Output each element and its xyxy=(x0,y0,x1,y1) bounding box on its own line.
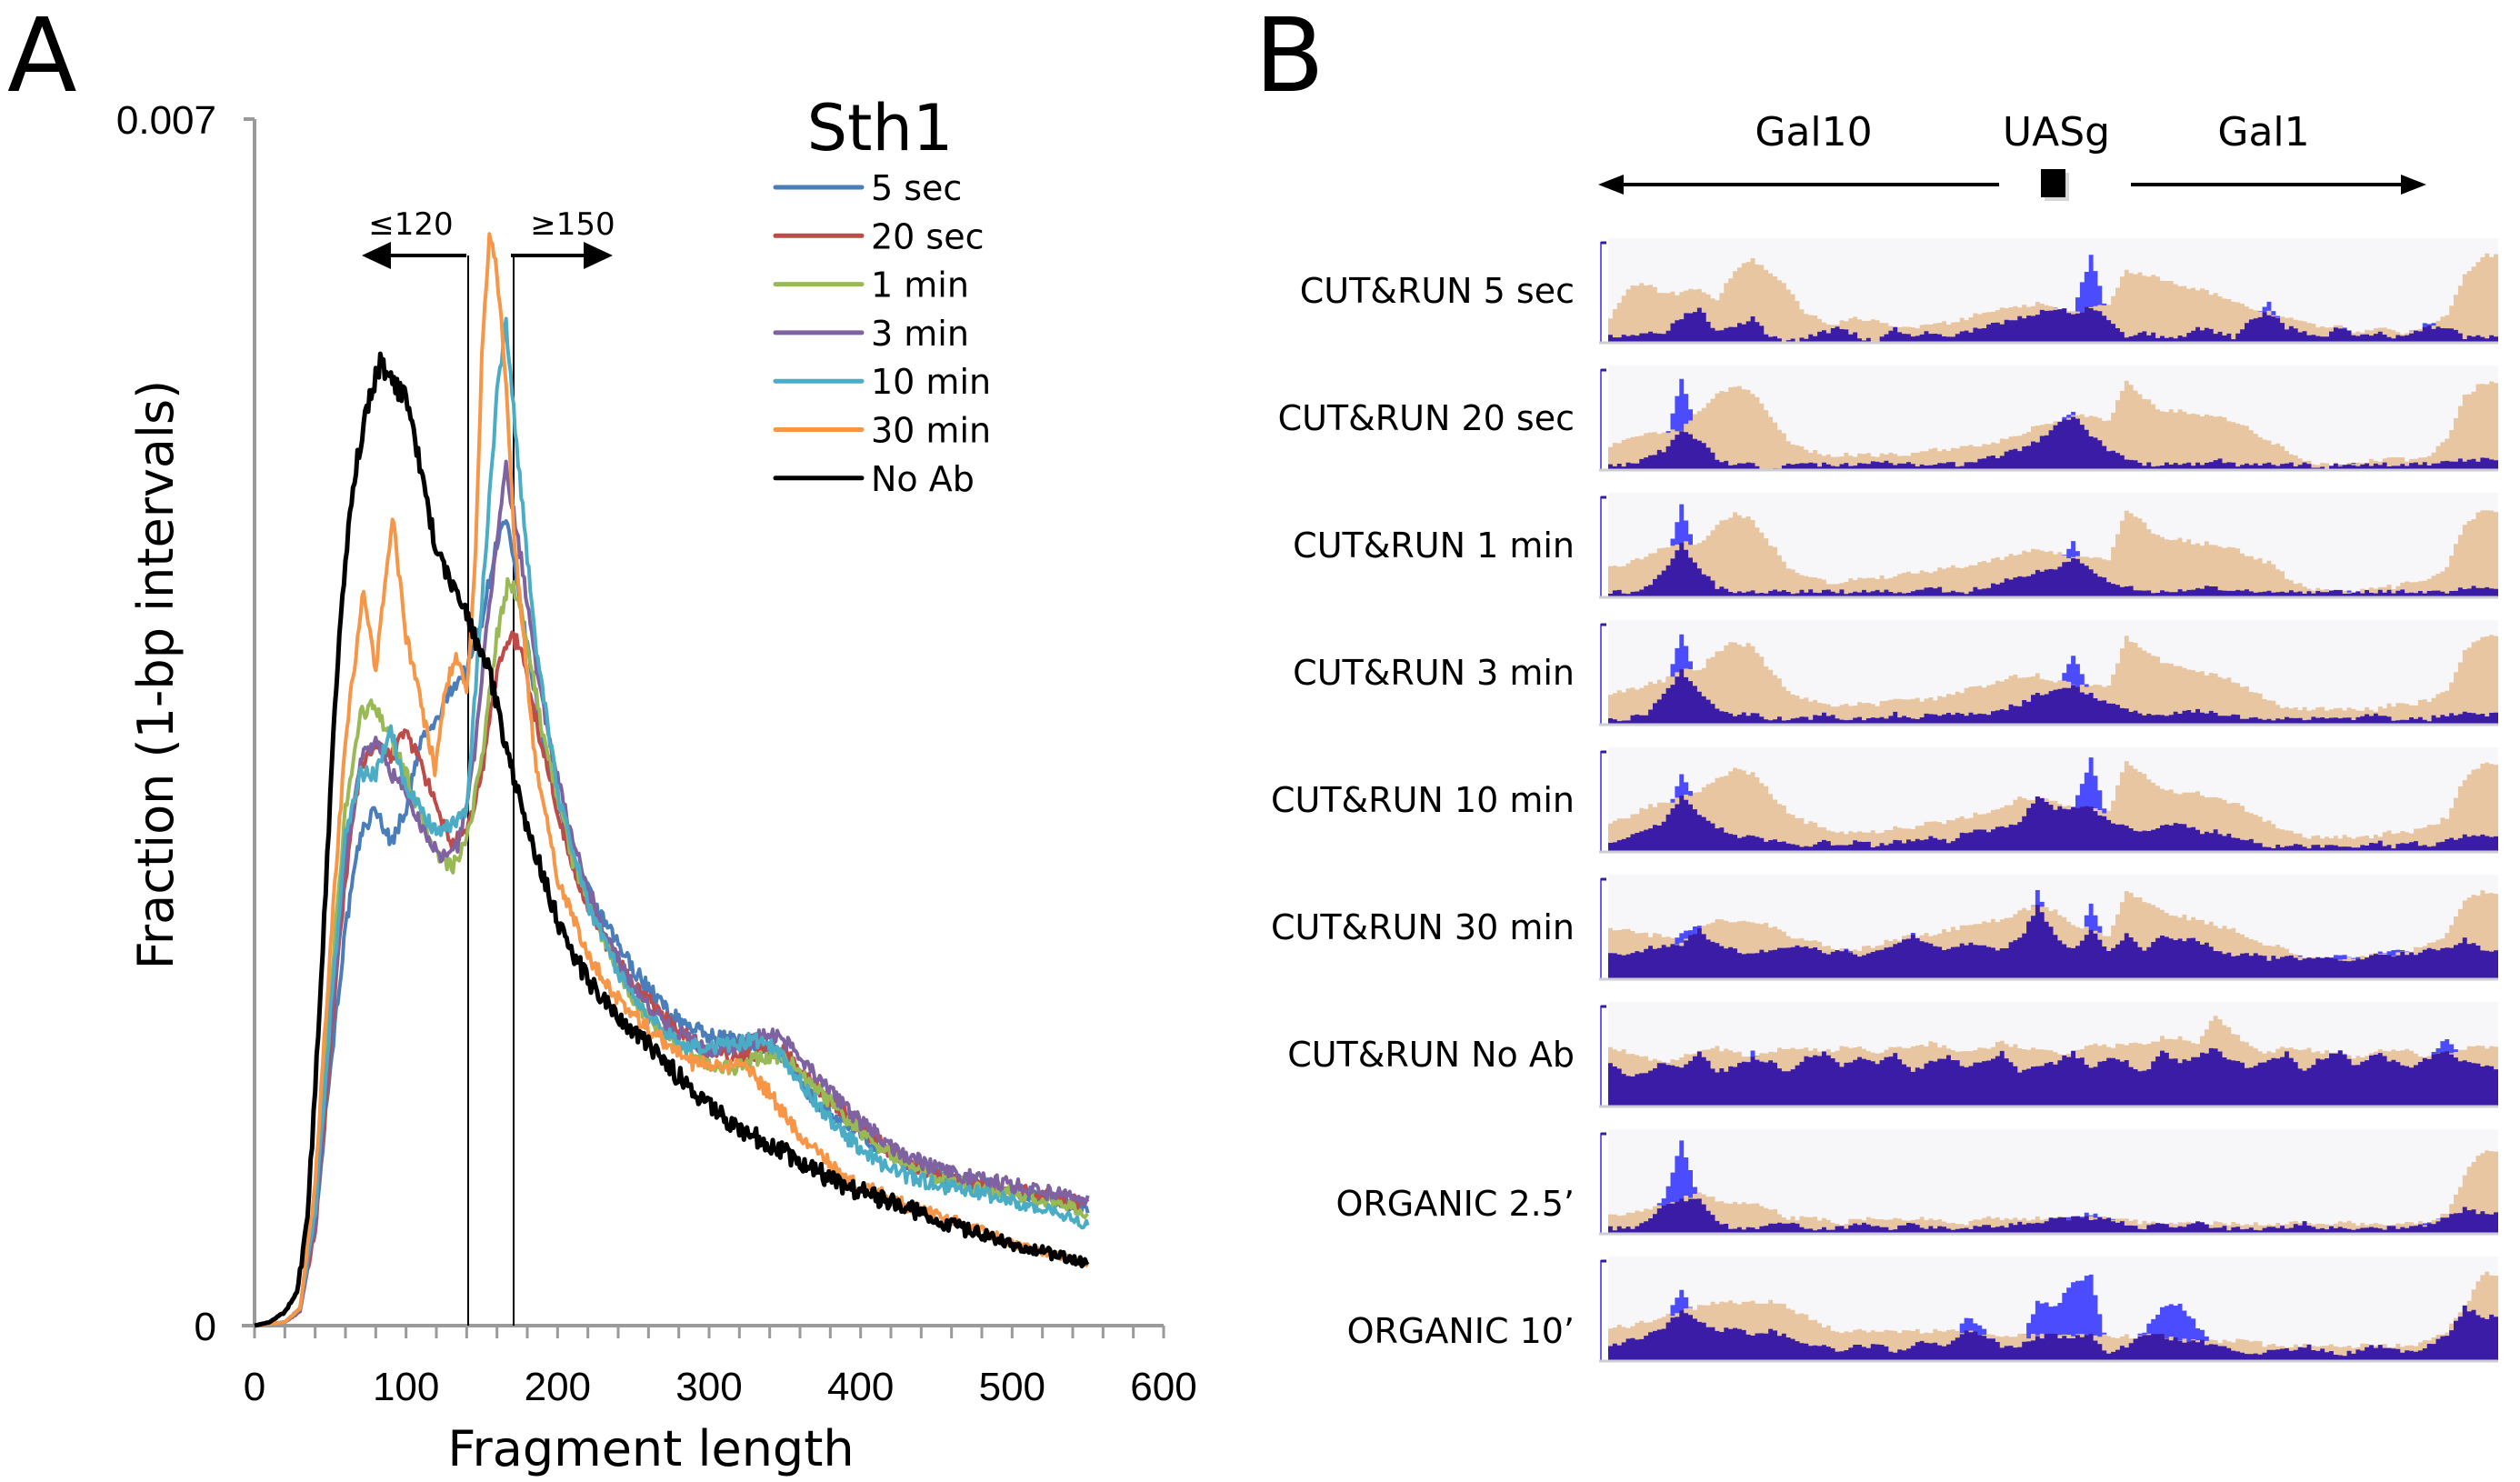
left-arrow-icon xyxy=(362,242,466,269)
overlap-coverage-area xyxy=(1608,543,2498,596)
tan-coverage-area xyxy=(1608,380,2498,469)
track-row: CUT&RUN 30 min xyxy=(1271,875,2498,981)
track-label: CUT&RUN 10 min xyxy=(1271,780,1575,820)
gal1-direction-arrow-icon xyxy=(2131,175,2426,195)
legend-label: No Ab xyxy=(871,459,975,499)
legend-title: Sth1 xyxy=(807,91,954,165)
gene-label-gal10: Gal10 xyxy=(1755,109,1872,155)
overlap-coverage-area xyxy=(1608,416,2498,469)
overlap-coverage-area xyxy=(1608,1047,2498,1106)
chart-series xyxy=(254,232,1090,1328)
track-row: ORGANIC 10’ xyxy=(1347,1257,2498,1363)
y-axis-title: Fraction (1-bp intervals) xyxy=(127,380,185,969)
legend-label: 5 sec xyxy=(871,168,962,208)
overlap-coverage-area xyxy=(1608,905,2498,978)
tan-coverage-area xyxy=(1608,635,2498,724)
legend-label: 20 sec xyxy=(871,216,985,256)
x-tick-label: 400 xyxy=(827,1365,894,1409)
track-row: CUT&RUN 10 min xyxy=(1271,747,2498,854)
right-range-label: ≥150 xyxy=(530,206,615,243)
x-tick-label: 600 xyxy=(1130,1365,1196,1409)
track-label: CUT&RUN No Ab xyxy=(1287,1035,1575,1075)
track-list: CUT&RUN 5 sec CUT&RUN 20 sec CUT&RUN 1 min… xyxy=(1271,238,2498,1363)
series-line-1-min xyxy=(254,576,1089,1327)
genome-browser-panel: Gal10 UASg Gal1 CUT&RUN 5 sec CUT&RUN 20 … xyxy=(1271,109,2498,1363)
x-axis-title: Fragment length xyxy=(447,1420,854,1477)
tan-coverage-area xyxy=(1608,1271,2498,1360)
x-tick-label: 200 xyxy=(525,1365,591,1409)
series-line-10-min xyxy=(254,316,1090,1327)
track-row: ORGANIC 2.5’ xyxy=(1335,1129,2498,1236)
track-label: CUT&RUN 1 min xyxy=(1293,526,1575,566)
y-tick-label: 0 xyxy=(195,1305,216,1349)
track-row: CUT&RUN 20 sec xyxy=(1278,365,2498,472)
track-label: ORGANIC 2.5’ xyxy=(1335,1184,1575,1224)
panel-b-letter: B xyxy=(1255,0,1325,115)
track-label: CUT&RUN 3 min xyxy=(1293,653,1575,693)
track-row: CUT&RUN No Ab xyxy=(1287,1002,2498,1108)
track-label: CUT&RUN 5 sec xyxy=(1300,271,1575,311)
fragment-length-chart: 0 100 200 300 400 500 600 0 0.007 ≤120 ≥150 Frag… xyxy=(116,91,1197,1477)
track-label: ORGANIC 10’ xyxy=(1347,1311,1575,1351)
gene-map: Gal10 UASg Gal1 xyxy=(1598,109,2426,201)
track-label: CUT&RUN 20 sec xyxy=(1278,398,1575,438)
track-label: CUT&RUN 30 min xyxy=(1271,907,1575,947)
panel-a-letter: A xyxy=(7,0,77,115)
gene-label-gal1: Gal1 xyxy=(2217,109,2309,155)
track-row: CUT&RUN 1 min xyxy=(1293,493,2498,599)
x-tick-label: 300 xyxy=(675,1365,742,1409)
track-row: CUT&RUN 3 min xyxy=(1293,620,2498,726)
series-line-3-min xyxy=(254,459,1090,1327)
size-range-annotations: ≤120 ≥150 xyxy=(362,206,615,269)
legend-label: 3 min xyxy=(871,314,969,354)
x-tick-label: 500 xyxy=(979,1365,1045,1409)
legend-label: 10 min xyxy=(871,362,991,402)
gal10-direction-arrow-icon xyxy=(1598,175,1999,195)
x-tick-label: 0 xyxy=(244,1365,265,1409)
y-tick-label: 0.007 xyxy=(116,98,216,143)
right-arrow-icon xyxy=(511,242,613,269)
legend: Sth1 5 sec 20 sec 1 min 3 min 10 min 30 min No… xyxy=(773,91,991,499)
tan-coverage-area xyxy=(1608,510,2498,596)
x-tick-label: 100 xyxy=(373,1365,439,1409)
overlap-coverage-area xyxy=(1608,669,2498,724)
legend-label: 30 min xyxy=(871,411,991,451)
overlap-coverage-area xyxy=(1608,1305,2498,1360)
track-row: CUT&RUN 5 sec xyxy=(1300,238,2498,345)
chart-axes: 0 100 200 300 400 500 600 0 0.007 xyxy=(116,98,1197,1409)
legend-label: 1 min xyxy=(871,265,969,305)
series-line-no-ab xyxy=(254,351,1090,1328)
uasg-box-icon xyxy=(2041,169,2065,197)
overlap-coverage-area xyxy=(1608,306,2498,342)
left-range-label: ≤120 xyxy=(368,206,453,243)
element-label-uasg: UASg xyxy=(2003,109,2110,155)
blue-coverage-area xyxy=(1608,1274,2498,1360)
overlap-coverage-area xyxy=(1608,796,2498,851)
overlap-coverage-area xyxy=(1608,1198,2498,1233)
